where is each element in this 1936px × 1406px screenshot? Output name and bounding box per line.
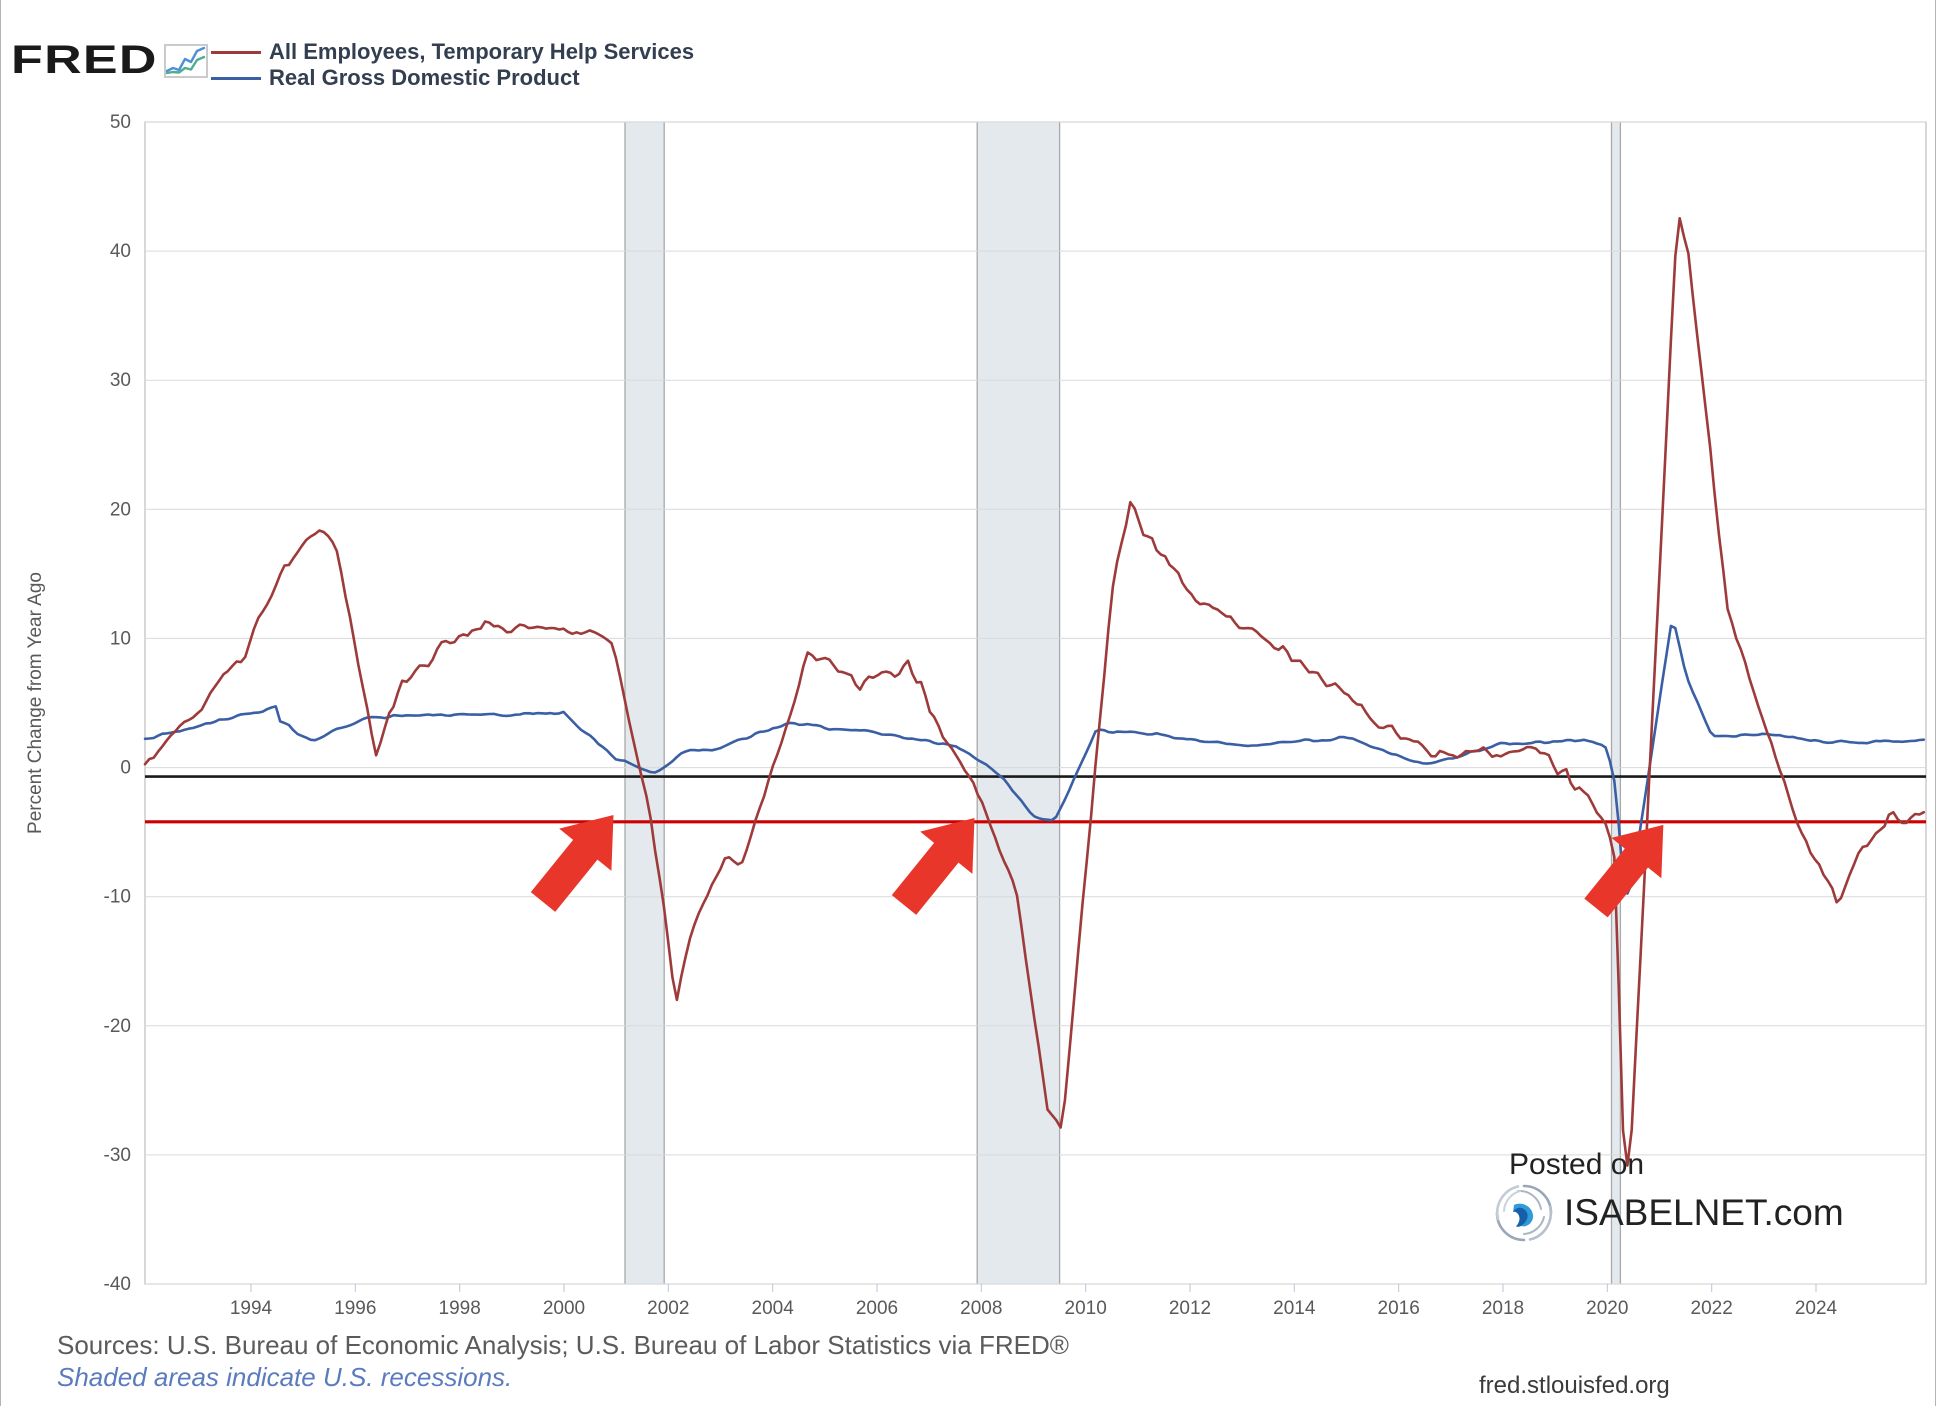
svg-text:Percent Change from Year Ago: Percent Change from Year Ago [25, 572, 46, 834]
svg-text:30: 30 [110, 370, 131, 391]
svg-text:1996: 1996 [334, 1298, 376, 1319]
svg-text:10: 10 [110, 628, 131, 649]
svg-text:2014: 2014 [1273, 1298, 1316, 1319]
svg-text:0: 0 [120, 758, 131, 779]
svg-text:2000: 2000 [543, 1298, 585, 1319]
svg-text:2022: 2022 [1691, 1298, 1733, 1319]
svg-text:2020: 2020 [1586, 1298, 1628, 1319]
svg-text:-30: -30 [104, 1145, 131, 1166]
svg-text:-10: -10 [104, 887, 131, 908]
svg-text:40: 40 [110, 241, 131, 262]
svg-text:1994: 1994 [230, 1298, 273, 1319]
svg-text:2012: 2012 [1169, 1298, 1211, 1319]
svg-text:1998: 1998 [439, 1298, 481, 1319]
svg-text:2004: 2004 [752, 1298, 795, 1319]
svg-text:2006: 2006 [856, 1298, 898, 1319]
svg-text:-20: -20 [104, 1016, 131, 1037]
svg-text:2010: 2010 [1065, 1298, 1107, 1319]
svg-text:2018: 2018 [1482, 1298, 1524, 1319]
svg-text:50: 50 [110, 112, 131, 133]
svg-text:2008: 2008 [960, 1298, 1002, 1319]
svg-text:2002: 2002 [647, 1298, 689, 1319]
svg-text:2024: 2024 [1795, 1298, 1838, 1319]
svg-text:20: 20 [110, 499, 131, 520]
svg-text:-40: -40 [104, 1274, 131, 1295]
svg-text:2016: 2016 [1378, 1298, 1420, 1319]
